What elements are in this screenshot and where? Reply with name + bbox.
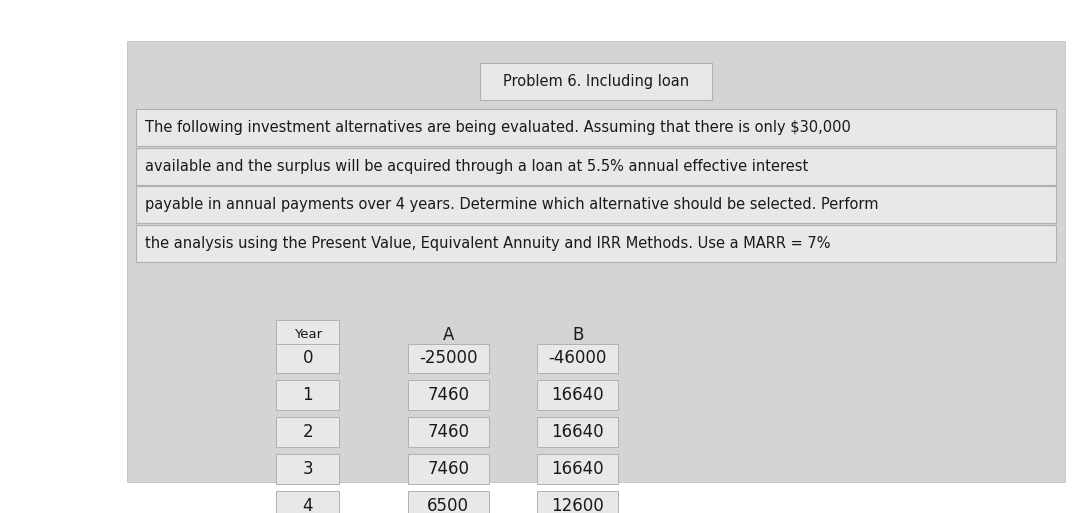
Text: payable in annual payments over 4 years. Determine which alternative should be s: payable in annual payments over 4 years.… xyxy=(145,197,878,212)
FancyBboxPatch shape xyxy=(276,344,339,373)
Text: Problem 6. Including loan: Problem 6. Including loan xyxy=(503,74,689,89)
Text: 12600: 12600 xyxy=(552,497,604,513)
FancyBboxPatch shape xyxy=(136,148,1056,185)
FancyBboxPatch shape xyxy=(408,418,488,447)
FancyBboxPatch shape xyxy=(276,381,339,410)
FancyBboxPatch shape xyxy=(276,455,339,484)
Text: the analysis using the Present Value, Equivalent Annuity and IRR Methods. Use a : the analysis using the Present Value, Eq… xyxy=(145,235,831,251)
Text: 0: 0 xyxy=(302,349,313,367)
Text: 16640: 16640 xyxy=(552,423,604,441)
FancyBboxPatch shape xyxy=(538,344,618,373)
Text: available and the surplus will be acquired through a loan at 5.5% annual effecti: available and the surplus will be acquir… xyxy=(145,159,808,174)
FancyBboxPatch shape xyxy=(408,381,488,410)
FancyBboxPatch shape xyxy=(538,455,618,484)
Text: 16640: 16640 xyxy=(552,386,604,404)
Text: The following investment alternatives are being evaluated. Assuming that there i: The following investment alternatives ar… xyxy=(145,120,851,135)
Text: 6500: 6500 xyxy=(428,497,469,513)
FancyBboxPatch shape xyxy=(127,41,1065,482)
Text: -46000: -46000 xyxy=(549,349,607,367)
FancyBboxPatch shape xyxy=(408,455,488,484)
Text: 3: 3 xyxy=(302,460,313,478)
Text: 7460: 7460 xyxy=(428,423,469,441)
FancyBboxPatch shape xyxy=(276,320,339,350)
Text: 1: 1 xyxy=(302,386,313,404)
Text: -25000: -25000 xyxy=(419,349,477,367)
FancyBboxPatch shape xyxy=(276,418,339,447)
Text: 7460: 7460 xyxy=(428,386,469,404)
FancyBboxPatch shape xyxy=(408,491,488,513)
Text: 16640: 16640 xyxy=(552,460,604,478)
Text: B: B xyxy=(572,326,583,344)
FancyBboxPatch shape xyxy=(276,491,339,513)
Text: 4: 4 xyxy=(302,497,313,513)
Text: 2: 2 xyxy=(302,423,313,441)
FancyBboxPatch shape xyxy=(538,418,618,447)
FancyBboxPatch shape xyxy=(136,186,1056,223)
Text: Year: Year xyxy=(294,328,322,342)
FancyBboxPatch shape xyxy=(481,63,713,100)
FancyBboxPatch shape xyxy=(136,109,1056,146)
Text: A: A xyxy=(443,326,454,344)
FancyBboxPatch shape xyxy=(538,381,618,410)
FancyBboxPatch shape xyxy=(408,344,488,373)
FancyBboxPatch shape xyxy=(538,491,618,513)
Text: 7460: 7460 xyxy=(428,460,469,478)
FancyBboxPatch shape xyxy=(136,225,1056,262)
